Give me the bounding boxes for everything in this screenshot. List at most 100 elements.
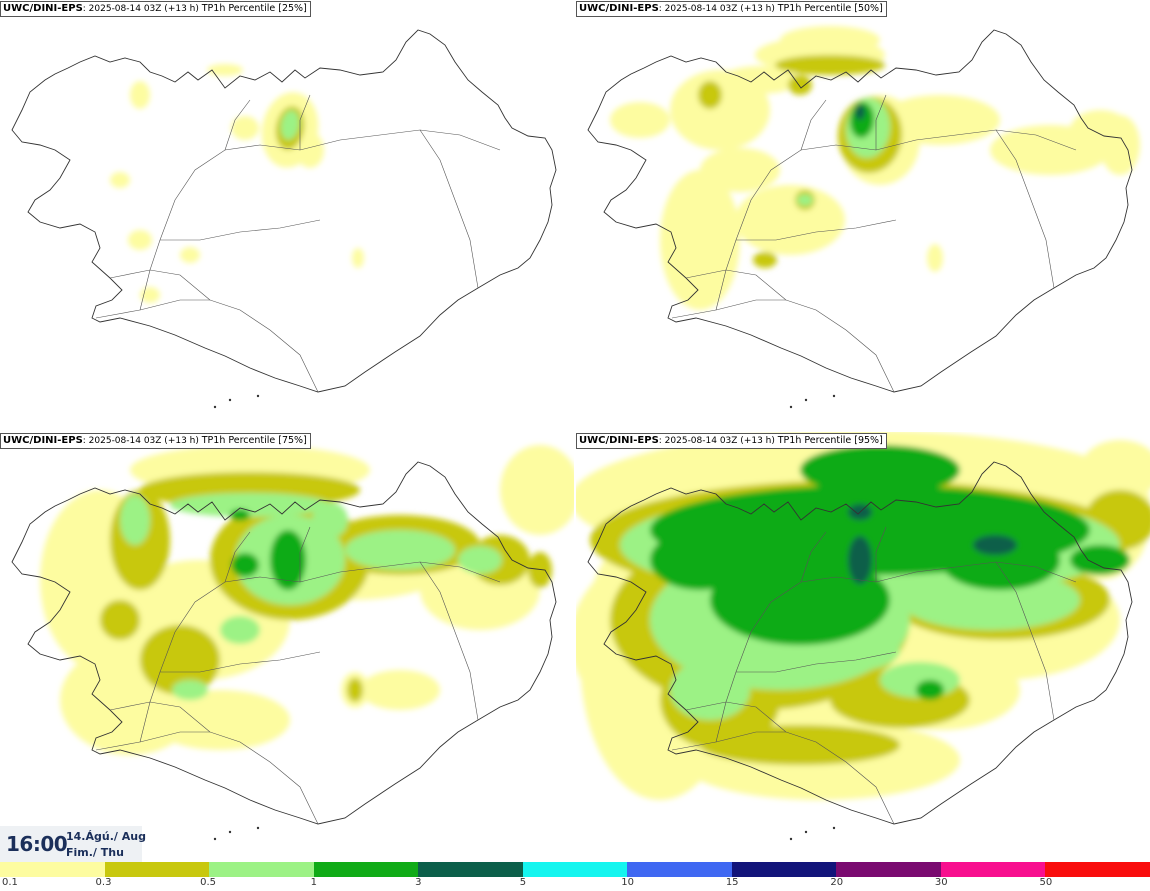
map-panel-p50	[576, 0, 1150, 430]
model-name: UWC/DINI-EPS	[3, 435, 83, 446]
colorbar-segment	[940, 862, 1046, 877]
map-panel-p25	[0, 0, 574, 430]
panel-title-p95: UWC/DINI-EPS: 2025-08-14 03Z (+13 h) TP1…	[576, 433, 887, 449]
road-line	[671, 731, 895, 825]
precip-area	[735, 185, 845, 255]
road-line	[419, 561, 479, 721]
colorbar-segment	[209, 862, 315, 877]
precip-area	[352, 248, 364, 268]
precip-area	[231, 553, 259, 577]
colorbar-labels: 0.1 0.3 0.5 1 3 5 10 15 20 30 50	[0, 877, 1150, 891]
islet	[832, 394, 836, 398]
precipitation-map	[587, 26, 1140, 409]
precip-area	[128, 230, 152, 250]
precipitation-field	[110, 64, 364, 303]
road-line	[109, 701, 211, 733]
precip-area	[528, 552, 552, 588]
parameter-name: TP1h Percentile	[777, 435, 855, 446]
precip-area	[280, 110, 300, 140]
precipitation-field	[576, 432, 1150, 800]
road-line	[875, 526, 887, 582]
colorbar-label: 0.1	[2, 877, 18, 888]
road-line	[419, 129, 479, 289]
colorbar-label: 0.3	[95, 877, 112, 888]
road-line	[736, 651, 897, 673]
colorbar-label: 15	[725, 877, 739, 888]
colorbar-segment	[731, 862, 837, 877]
panel-title-p50: UWC/DINI-EPS: 2025-08-14 03Z (+13 h) TP1…	[576, 1, 887, 17]
precip-area	[916, 680, 944, 700]
road-line	[95, 299, 319, 393]
precip-area	[180, 247, 200, 263]
colorbar-label: 20	[830, 877, 844, 888]
colorbar-segment	[104, 862, 210, 877]
road-line	[995, 129, 1055, 289]
colorbar-segment	[836, 862, 942, 877]
precip-area	[855, 104, 865, 120]
road-line	[109, 269, 211, 301]
precipitation-map	[576, 432, 1150, 841]
islet	[789, 837, 793, 841]
islet	[228, 830, 232, 834]
precip-area	[610, 102, 670, 138]
run-info: : 2025-08-14 03Z (+13 h)	[82, 436, 202, 446]
precip-area	[720, 66, 800, 94]
valid-date: 14.Ágú./ Aug	[66, 830, 146, 843]
islet	[804, 398, 808, 402]
precip-area	[1070, 545, 1130, 575]
road-line	[224, 99, 251, 151]
precip-area	[650, 530, 750, 590]
road-line	[685, 269, 787, 301]
precipitation-field	[40, 445, 574, 755]
road-line	[299, 526, 311, 582]
precip-area	[775, 55, 885, 75]
precip-area	[207, 64, 243, 76]
precip-area	[800, 445, 960, 495]
precip-area	[170, 493, 330, 517]
precip-area	[848, 536, 872, 584]
colorbar-segment	[418, 862, 524, 877]
road-line	[299, 94, 311, 150]
percentile-label: [75%]	[278, 435, 307, 446]
panel-title-p75: UWC/DINI-EPS: 2025-08-14 03Z (+13 h) TP1…	[0, 433, 311, 449]
run-info: : 2025-08-14 03Z (+13 h)	[82, 4, 202, 14]
precip-area	[296, 132, 324, 168]
percentile-label: [95%]	[854, 435, 883, 446]
colorbar-label: 50	[1039, 877, 1053, 888]
road-line	[736, 219, 897, 241]
coastline	[587, 29, 1133, 393]
model-name: UWC/DINI-EPS	[579, 435, 659, 446]
colorbar-label: 5	[519, 877, 527, 888]
islet	[804, 830, 808, 834]
map-panel-p75	[0, 432, 574, 862]
precip-area	[700, 148, 780, 192]
precipitation-map	[11, 29, 557, 409]
precip-area	[231, 116, 259, 140]
precip-area	[345, 530, 455, 570]
colorbar-label: 30	[934, 877, 948, 888]
islet	[832, 826, 836, 830]
precip-area	[312, 502, 348, 538]
precip-area	[927, 244, 943, 272]
islet	[213, 405, 217, 409]
colorbar-segment	[0, 862, 106, 877]
colorbar-segment	[1045, 862, 1150, 877]
road-line	[685, 701, 787, 733]
precip-area	[940, 530, 1060, 590]
precip-area	[220, 616, 260, 644]
precip-area	[900, 570, 1080, 630]
colorbar-label: 3	[415, 877, 422, 888]
percentile-label: [25%]	[278, 3, 307, 14]
colorbar-label: 1	[310, 877, 317, 888]
islet	[789, 405, 793, 409]
precip-area	[788, 75, 812, 95]
precip-area	[780, 26, 880, 54]
precipitation-map	[11, 445, 574, 841]
precip-area	[458, 546, 502, 574]
precip-area	[660, 170, 740, 310]
parameter-name: TP1h Percentile	[201, 3, 279, 14]
model-name: UWC/DINI-EPS	[3, 3, 83, 14]
precip-area	[500, 445, 574, 535]
panel-title-p25: UWC/DINI-EPS: 2025-08-14 03Z (+13 h) TP1…	[0, 1, 311, 17]
colorbar-label: 10	[621, 877, 634, 888]
